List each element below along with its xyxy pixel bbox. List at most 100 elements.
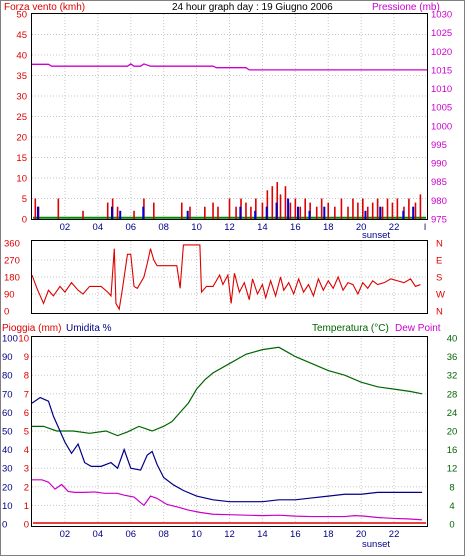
direction-tick-label: 180 [4, 273, 20, 284]
rain-tick-label: 7 [24, 389, 29, 400]
compass-label: N [436, 307, 443, 318]
temperature-tick-label: 32 [447, 371, 458, 382]
x-tick-label-top: 10 [191, 222, 202, 233]
wind-tick-label: 30 [16, 92, 27, 103]
rain-tick-label: 2 [24, 482, 29, 493]
temperature-tick-label: 24 [447, 408, 458, 419]
humidity-tick-label: 40 [2, 445, 13, 456]
rain-tick-label: 1 [24, 501, 29, 512]
rain-tick-label: 10 [18, 334, 29, 345]
humidity-tick-label: 80 [2, 371, 13, 382]
humidity-tick-label: 100 [2, 334, 18, 345]
humidity-axis-label: Umidita % [66, 323, 112, 334]
x-tick-label-bottom: 04 [93, 529, 104, 540]
rain-tick-label: 3 [24, 464, 29, 475]
pressure-tick-label: 995 [431, 140, 447, 151]
pressure-tick-label: 1000 [431, 121, 452, 132]
temperature-line [32, 346, 423, 437]
rain-tick-label: 0 [24, 520, 29, 531]
x-tick-label-bottom: 20 [356, 529, 367, 540]
wind-tick-label: 0 [22, 215, 27, 226]
x-tick-label-top: 16 [290, 222, 301, 233]
pressure-tick-label: 985 [431, 177, 447, 188]
temperature-tick-label: 36 [447, 352, 458, 363]
pressure-tick-label: 1010 [431, 84, 452, 95]
temperature-tick-label: 28 [447, 389, 458, 400]
humidity-tick-label: 30 [2, 464, 13, 475]
humidity-tick-label: 50 [2, 427, 13, 438]
rain-tick-label: 9 [24, 352, 29, 363]
x-tick-label-bottom: 22 [389, 529, 400, 540]
rain-tick-label: 4 [24, 445, 29, 456]
pressure-tick-label: 1015 [431, 65, 452, 76]
wind-tick-label: 35 [16, 71, 27, 82]
x-tick-label-bottom: 08 [158, 529, 169, 540]
humidity-line [31, 396, 423, 503]
x-tick-label-top: 08 [158, 222, 169, 233]
x-tick-label-bottom: 18 [323, 529, 334, 540]
pressure-tick-label: 1005 [431, 103, 452, 114]
humidity-tick-label: 60 [2, 408, 13, 419]
compass-label: S [436, 273, 442, 284]
rain-axis-label: Pioggia (mm) [2, 323, 61, 334]
pressure-axis-label: Pressione (mb) [372, 2, 440, 13]
compass-label: E [436, 256, 442, 267]
x-tick-label-top: 12 [224, 222, 235, 233]
wind-tick-label: 10 [16, 174, 27, 185]
temperature-tick-label: 20 [447, 427, 458, 438]
wind-direction-line [31, 244, 421, 311]
compass-label: W [436, 290, 445, 301]
pressure-tick-label: 980 [431, 196, 447, 207]
temperature-tick-label: 16 [447, 445, 458, 456]
wind-tick-label: 50 [16, 10, 27, 21]
wind-tick-label: 40 [16, 51, 27, 62]
humidity-tick-label: 10 [2, 501, 13, 512]
x-tick-label-top: 20 [356, 222, 367, 233]
x-tick-label-top: 22 [389, 222, 400, 233]
wind-axis-label: Forza vento (kmh) [4, 2, 85, 13]
wind-tick-label: 20 [16, 133, 27, 144]
x-tick-label-top: 18 [323, 222, 334, 233]
wind-tick-label: 45 [16, 30, 27, 41]
x-tick-label-bottom: 16 [290, 529, 301, 540]
x-tick-label-top: 14 [257, 222, 268, 233]
x-tick-label-top: 06 [125, 222, 136, 233]
pressure-tick-label: 1030 [431, 10, 452, 21]
sunset-label-top: sunset [362, 230, 390, 241]
temperature-tick-label: 12 [447, 464, 458, 475]
humidity-tick-label: 90 [2, 352, 13, 363]
chart-title: 24 hour graph day : 19 Giugno 2006 [172, 2, 333, 13]
compass-label: N [436, 239, 443, 250]
humidity-tick-label: 20 [2, 482, 13, 493]
pressure-tick-label: 990 [431, 159, 447, 170]
x-tick-label-bottom: 02 [60, 529, 71, 540]
dewpoint-axis-label: Dew Point [395, 323, 441, 334]
x-tick-label-bottom: 14 [257, 529, 268, 540]
direction-tick-label: 0 [4, 307, 9, 318]
rain-tick-label: 8 [24, 371, 29, 382]
x-tick-label-bottom: 12 [224, 529, 235, 540]
dewpoint-line [32, 479, 423, 521]
temperature-tick-label: 0 [449, 520, 454, 531]
temperature-tick-label: 40 [447, 334, 458, 345]
pressure-tick-label: 975 [431, 215, 447, 226]
direction-tick-label: 90 [4, 290, 15, 301]
humidity-tick-label: 0 [2, 520, 7, 531]
wind-tick-label: 25 [16, 112, 27, 123]
direction-tick-label: 270 [4, 256, 20, 267]
x-tick-label-bottom: 06 [125, 529, 136, 540]
rain-tick-label: 6 [24, 408, 29, 419]
humidity-tick-label: 70 [2, 389, 13, 400]
rain-tick-label: 5 [24, 427, 29, 438]
pressure-line [32, 63, 427, 71]
wind-tick-label: 15 [16, 153, 27, 164]
direction-tick-label: 360 [4, 239, 20, 250]
x-tick-label-top: 02 [60, 222, 71, 233]
temperature-axis-label: Temperatura (°C) [312, 323, 389, 334]
wind-tick-label: 5 [22, 194, 27, 205]
temperature-tick-label: 4 [449, 501, 454, 512]
x-tick-label-top: l [424, 222, 426, 233]
sunset-label-bottom: sunset [362, 539, 390, 550]
